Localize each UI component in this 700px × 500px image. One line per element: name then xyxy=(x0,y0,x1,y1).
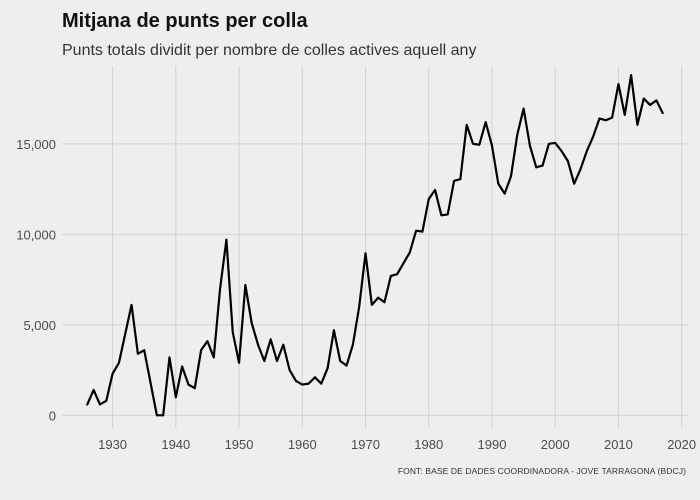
x-tick-label: 1940 xyxy=(161,437,190,452)
x-tick-label: 2010 xyxy=(604,437,633,452)
x-tick-label: 1980 xyxy=(414,437,443,452)
x-tick-label: 1950 xyxy=(225,437,254,452)
x-tick-label: 1970 xyxy=(351,437,380,452)
source-note: FONT: BASE DE DADES COORDINADORA - JOVE … xyxy=(397,466,686,476)
chart-title: Mitjana de punts per colla xyxy=(62,10,308,32)
x-tick-label: 1990 xyxy=(478,437,507,452)
y-tick-label: 15,000 xyxy=(16,137,56,152)
x-tick-label: 1960 xyxy=(288,437,317,452)
y-tick-label: 0 xyxy=(49,408,56,423)
y-tick-label: 10,000 xyxy=(16,227,56,242)
chart-subtitle: Punts totals dividit per nombre de colle… xyxy=(62,42,477,59)
x-tick-label: 2000 xyxy=(541,437,570,452)
x-tick-label: 2020 xyxy=(667,437,696,452)
y-tick-label: 5,000 xyxy=(23,318,56,333)
series-line xyxy=(86,73,664,417)
x-tick-label: 1930 xyxy=(98,437,127,452)
